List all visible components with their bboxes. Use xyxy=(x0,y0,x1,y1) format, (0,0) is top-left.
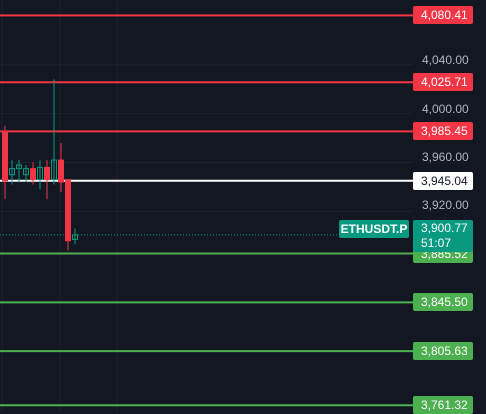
y-tick: 3,960.00 xyxy=(422,150,469,164)
support-label[interactable]: 3,805.63 xyxy=(413,342,473,361)
resistance-label[interactable]: 3,985.45 xyxy=(413,122,473,141)
candle-body xyxy=(30,168,36,181)
symbol-label: ETHUSDT.P xyxy=(339,220,409,238)
last-price-tag: 3,900.77 51:07 xyxy=(413,220,473,252)
resistance-label[interactable]: 4,025.71 xyxy=(413,73,473,92)
support-label[interactable]: 3,845.50 xyxy=(413,293,473,312)
candle-body xyxy=(16,164,22,170)
resistance-label[interactable]: 4,080.41 xyxy=(413,6,473,25)
candle-body xyxy=(23,168,29,176)
candle-body xyxy=(37,166,43,181)
candle-body xyxy=(2,131,8,182)
candle-body xyxy=(51,159,57,181)
candle-body xyxy=(58,159,64,183)
y-tick: 3,920.00 xyxy=(422,198,469,212)
y-tick: 4,000.00 xyxy=(422,102,469,116)
last-price-value: 3,900.77 xyxy=(421,221,468,235)
candle-body xyxy=(65,179,71,242)
candle-body xyxy=(44,166,50,181)
bar-countdown: 51:07 xyxy=(421,236,452,250)
y-tick: 4,040.00 xyxy=(422,53,469,67)
pivot-label[interactable]: 3,945.04 xyxy=(413,171,473,190)
candle-body xyxy=(72,234,78,240)
support-label[interactable]: 3,761.32 xyxy=(413,396,473,414)
candle-body xyxy=(9,168,15,176)
